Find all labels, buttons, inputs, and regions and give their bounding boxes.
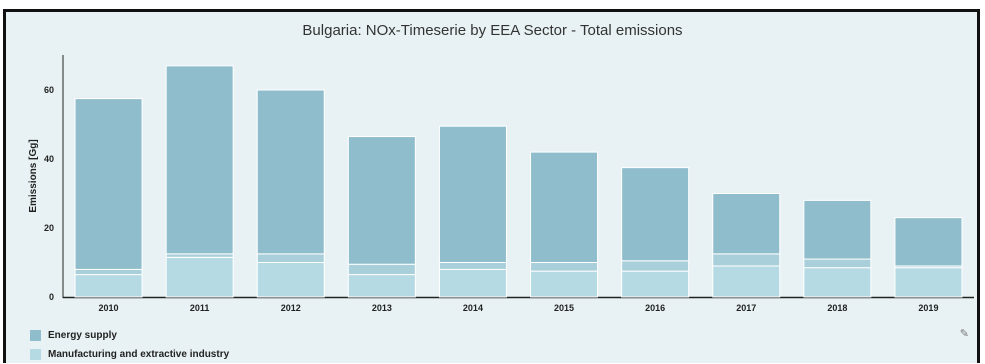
pencil-icon[interactable]: ✎ <box>959 328 969 340</box>
y-tick-label: 20 <box>44 223 54 233</box>
y-tick-label: 40 <box>44 154 54 164</box>
legend-item-energy-supply[interactable]: Energy supply <box>30 326 229 345</box>
bar-segment <box>74 268 143 276</box>
x-tick-label: 2016 <box>645 303 665 313</box>
y-axis-label: Emissions [Gg] <box>28 139 39 212</box>
x-tick-label: 2018 <box>827 303 847 313</box>
bar-segment <box>347 274 416 298</box>
bar-segment <box>74 98 143 270</box>
bar-segment <box>621 167 690 262</box>
bar-segment <box>74 274 143 298</box>
legend-swatch-energy-supply <box>30 330 41 341</box>
bar-segment <box>438 125 507 263</box>
bar-segment <box>894 217 963 267</box>
bar-segment <box>256 262 325 298</box>
bar-segment <box>712 253 781 267</box>
x-tick-label: 2015 <box>554 303 574 313</box>
bar-segment <box>803 267 872 298</box>
bar-segment <box>438 262 507 270</box>
bar-segment <box>530 262 599 272</box>
bar-segment <box>438 268 507 298</box>
chart-legend: Energy supply Manufacturing and extracti… <box>30 326 229 364</box>
bar-segment <box>256 253 325 263</box>
bar-segment <box>530 151 599 264</box>
x-tick-label: 2010 <box>99 303 119 313</box>
x-tick-label: 2012 <box>281 303 301 313</box>
chart-title: Bulgaria: NOx-Timeserie by EEA Sector - … <box>302 22 683 39</box>
legend-label-energy-supply: Energy supply <box>48 330 117 341</box>
legend-swatch-manufacturing <box>30 349 41 360</box>
bar-segment <box>165 65 234 255</box>
bar-segment <box>712 193 781 255</box>
bar-segment <box>530 270 599 298</box>
bar-segment <box>165 256 234 298</box>
bar-segment <box>803 258 872 269</box>
bar-segment <box>894 267 963 298</box>
bar-segment <box>347 136 416 265</box>
bar-segment <box>712 265 781 298</box>
x-tick-label: 2019 <box>918 303 938 313</box>
legend-label-manufacturing: Manufacturing and extractive industry <box>48 349 230 360</box>
x-tick-label: 2017 <box>736 303 756 313</box>
bar-segment <box>165 253 234 258</box>
bar-segment <box>256 89 325 255</box>
bar-segment <box>621 260 690 272</box>
x-tick-label: 2011 <box>190 303 210 313</box>
bar-segment <box>803 199 872 260</box>
x-tick-label: 2014 <box>463 303 483 313</box>
y-tick-label: 60 <box>44 85 54 95</box>
y-tick-label: 0 <box>49 292 54 302</box>
x-tick-label: 2013 <box>372 303 392 313</box>
bar-segment <box>621 270 690 298</box>
bar-segment <box>347 263 416 276</box>
legend-item-manufacturing[interactable]: Manufacturing and extractive industry <box>30 345 229 364</box>
